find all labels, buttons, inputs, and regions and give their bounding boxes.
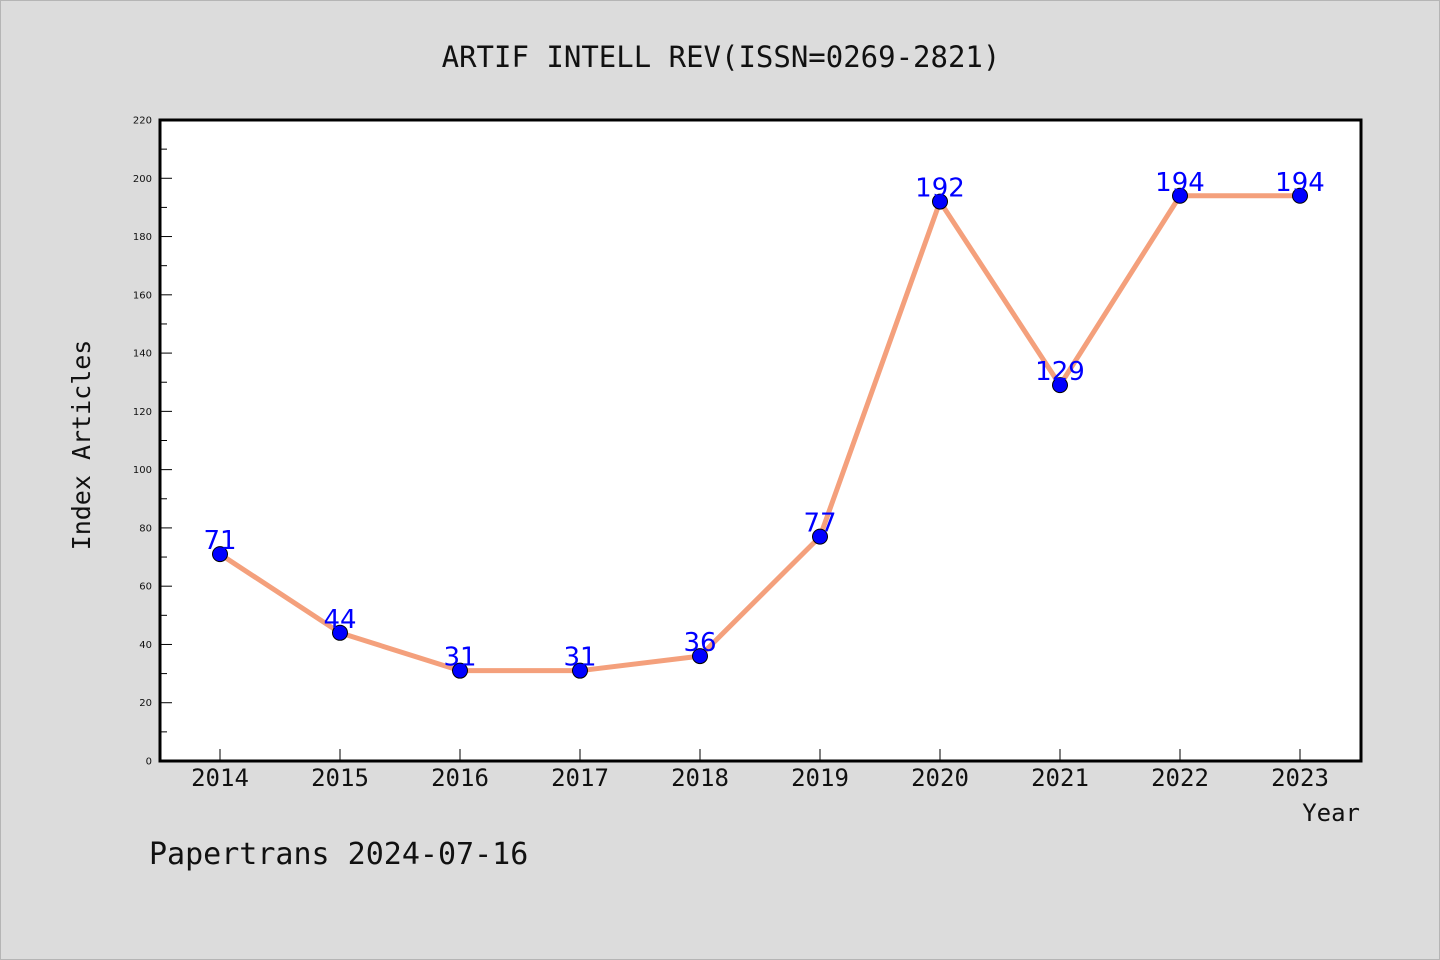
y-axis: 0 20 40 60 80 100 120 140 160 180 200 220	[133, 116, 172, 768]
x-tick-label: 2014	[191, 764, 249, 792]
data-point	[332, 624, 348, 641]
x-tick-label: 2015	[311, 764, 369, 792]
y-tick-label: 60	[139, 582, 152, 593]
data-point	[452, 662, 468, 679]
x-tick-label: 2018	[671, 764, 729, 792]
footer-text: Papertrans 2024-07-16	[149, 837, 528, 872]
data-point	[1172, 187, 1188, 204]
y-tick-label: 160	[133, 290, 152, 301]
y-tick-label: 80	[139, 523, 152, 534]
data-point	[932, 193, 948, 210]
data-labels: 71 44 31 31 36 77 192 129 194 194	[203, 168, 1324, 673]
y-tick-label: 220	[133, 116, 152, 127]
x-tick-label: 2019	[791, 764, 849, 792]
data-point	[812, 528, 828, 545]
data-label: 194	[1155, 168, 1205, 198]
y-tick-label: 200	[133, 174, 152, 185]
data-label: 31	[563, 643, 596, 673]
series-markers	[212, 187, 1308, 679]
x-tick-label: 2023	[1271, 764, 1329, 792]
x-axis-label: Year	[1302, 799, 1360, 827]
x-tick-label: 2016	[431, 764, 489, 792]
x-tick-label: 2017	[551, 764, 609, 792]
data-label: 44	[323, 605, 356, 635]
data-point	[572, 662, 588, 679]
y-tick-label: 140	[133, 349, 152, 360]
y-tick-label: 120	[133, 407, 152, 418]
data-label: 77	[803, 509, 836, 539]
data-point	[1052, 377, 1068, 394]
x-axis: 2014 2015 2016 2017 2018 2019 2020 2021 2022 2023	[191, 749, 1329, 792]
y-tick-label: 40	[139, 640, 152, 651]
data-label: 129	[1035, 357, 1085, 387]
plot-area	[158, 118, 1363, 763]
series-line	[218, 193, 1300, 674]
x-tick-label: 2020	[911, 764, 969, 792]
series-polyline	[218, 193, 1300, 674]
data-label: 36	[683, 628, 716, 658]
y-tick-label: 180	[133, 232, 152, 243]
data-label: 31	[443, 643, 476, 673]
y-tick-label: 0	[146, 757, 152, 768]
data-point	[1292, 187, 1308, 204]
x-tick-label: 2021	[1031, 764, 1089, 792]
data-point	[692, 648, 708, 665]
y-tick-label: 20	[139, 698, 152, 709]
y-tick-label: 100	[133, 465, 152, 476]
data-label: 194	[1275, 168, 1325, 198]
data-label: 71	[203, 526, 236, 556]
y-axis-label: Index Articles	[67, 340, 96, 551]
data-label: 192	[915, 174, 965, 204]
x-tick-label: 2022	[1151, 764, 1209, 792]
data-point	[212, 546, 228, 563]
chart-title: ARTIF INTELL REV(ISSN=0269-2821)	[442, 40, 1001, 74]
